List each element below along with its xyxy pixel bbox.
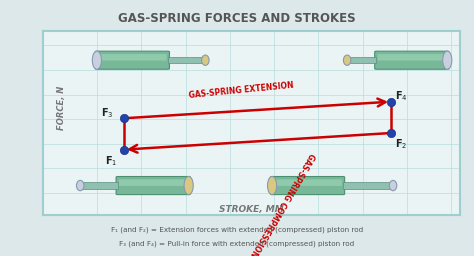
FancyBboxPatch shape — [374, 51, 449, 69]
FancyBboxPatch shape — [273, 179, 342, 186]
Text: FORCE, N: FORCE, N — [57, 86, 66, 130]
Bar — [343, 182, 393, 189]
Ellipse shape — [343, 55, 351, 65]
Text: F$_3$: F$_3$ — [101, 106, 114, 120]
Ellipse shape — [443, 51, 452, 69]
FancyBboxPatch shape — [116, 177, 191, 195]
Text: F$_2$: F$_2$ — [395, 137, 408, 151]
Bar — [168, 57, 205, 63]
Text: GAS-SPRING COMPRESSION: GAS-SPRING COMPRESSION — [248, 152, 317, 256]
Text: F$_4$: F$_4$ — [395, 89, 408, 103]
Text: F$_1$: F$_1$ — [105, 154, 118, 168]
FancyBboxPatch shape — [378, 54, 446, 61]
Ellipse shape — [76, 180, 84, 191]
FancyBboxPatch shape — [119, 179, 187, 186]
Text: STROKE, MM: STROKE, MM — [219, 205, 283, 214]
Ellipse shape — [201, 55, 209, 65]
Text: GAS-SPRING FORCES AND STROKES: GAS-SPRING FORCES AND STROKES — [118, 12, 356, 25]
Bar — [80, 182, 118, 189]
Ellipse shape — [267, 176, 277, 195]
FancyBboxPatch shape — [95, 51, 170, 69]
Text: F₃ (and F₄) = Pull-in force with extended (compressed) piston rod: F₃ (and F₄) = Pull-in force with extende… — [119, 241, 355, 247]
Ellipse shape — [389, 180, 397, 191]
FancyBboxPatch shape — [98, 54, 166, 61]
Text: GAS-SPRING EXTENSION: GAS-SPRING EXTENSION — [188, 81, 294, 100]
Bar — [347, 57, 376, 63]
FancyBboxPatch shape — [270, 177, 345, 195]
Ellipse shape — [184, 176, 193, 195]
Text: F₁ (and F₂) = Extension forces with extended (compressed) piston rod: F₁ (and F₂) = Extension forces with exte… — [111, 227, 363, 233]
Ellipse shape — [92, 51, 101, 69]
